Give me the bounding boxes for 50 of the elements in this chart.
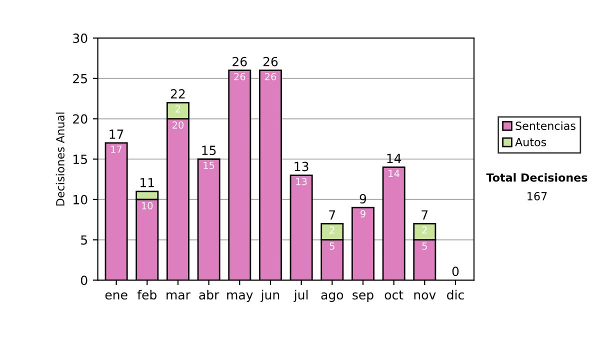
text: Total Decisiones — [486, 173, 588, 182]
total-label: 9 — [360, 194, 366, 204]
x-tick-label: dic — [447, 290, 464, 300]
total-label: 22 — [170, 89, 185, 98]
total-label: 15 — [202, 146, 216, 156]
x-tick-label: feb — [137, 290, 156, 300]
data-label: 9 — [360, 210, 366, 218]
total-label: 26 — [232, 56, 247, 66]
y-tick-label: 20 — [73, 114, 88, 124]
total-label: 0 — [452, 266, 459, 276]
y-tick-label: 10 — [74, 194, 88, 204]
total-label: 7 — [329, 210, 336, 220]
data-label: 10 — [142, 202, 153, 210]
text: 167 — [528, 192, 547, 200]
legend-label: Sentencias — [516, 121, 576, 130]
x-tick-label: jun — [260, 290, 280, 302]
x-tick-label: ene — [105, 292, 128, 300]
x-tick-label: may — [227, 292, 253, 302]
x-tick-label: ago — [321, 292, 344, 302]
y-tick-label: 25 — [73, 74, 87, 84]
total-label: 17 — [110, 130, 124, 139]
data-label: 17 — [111, 146, 122, 153]
y-tick-label: 5 — [81, 235, 87, 245]
total-label: 14 — [387, 154, 402, 163]
data-label: 26 — [265, 72, 276, 80]
x-tick-label: abr — [199, 290, 220, 300]
data-label: 5 — [330, 242, 334, 250]
data-label: 15 — [204, 162, 214, 170]
data-label: 5 — [422, 242, 427, 250]
data-label: 2 — [330, 226, 334, 234]
data-label: 2 — [176, 105, 180, 112]
total-label: 11 — [140, 178, 154, 188]
data-label: 2 — [422, 226, 427, 234]
data-label: 26 — [234, 72, 246, 80]
data-label: 13 — [296, 178, 307, 186]
y-tick-label: 30 — [73, 34, 88, 44]
total-label: 26 — [263, 56, 278, 66]
data-label: 20 — [172, 121, 184, 129]
data-label: 14 — [388, 170, 400, 177]
total-label: 7 — [422, 210, 428, 220]
x-tick-label: oct — [384, 290, 404, 300]
x-tick-label: jul — [294, 290, 308, 302]
total-label: 13 — [294, 162, 308, 172]
y-tick-label: 15 — [74, 154, 87, 164]
x-tick-label: mar — [166, 292, 190, 300]
y-axis-title: Decisiones Anual — [56, 112, 64, 206]
x-tick-label: sep — [352, 292, 374, 302]
x-tick-label: nov — [414, 292, 436, 300]
legend-label: Autos — [515, 138, 546, 146]
y-tick-label: 0 — [80, 276, 88, 286]
